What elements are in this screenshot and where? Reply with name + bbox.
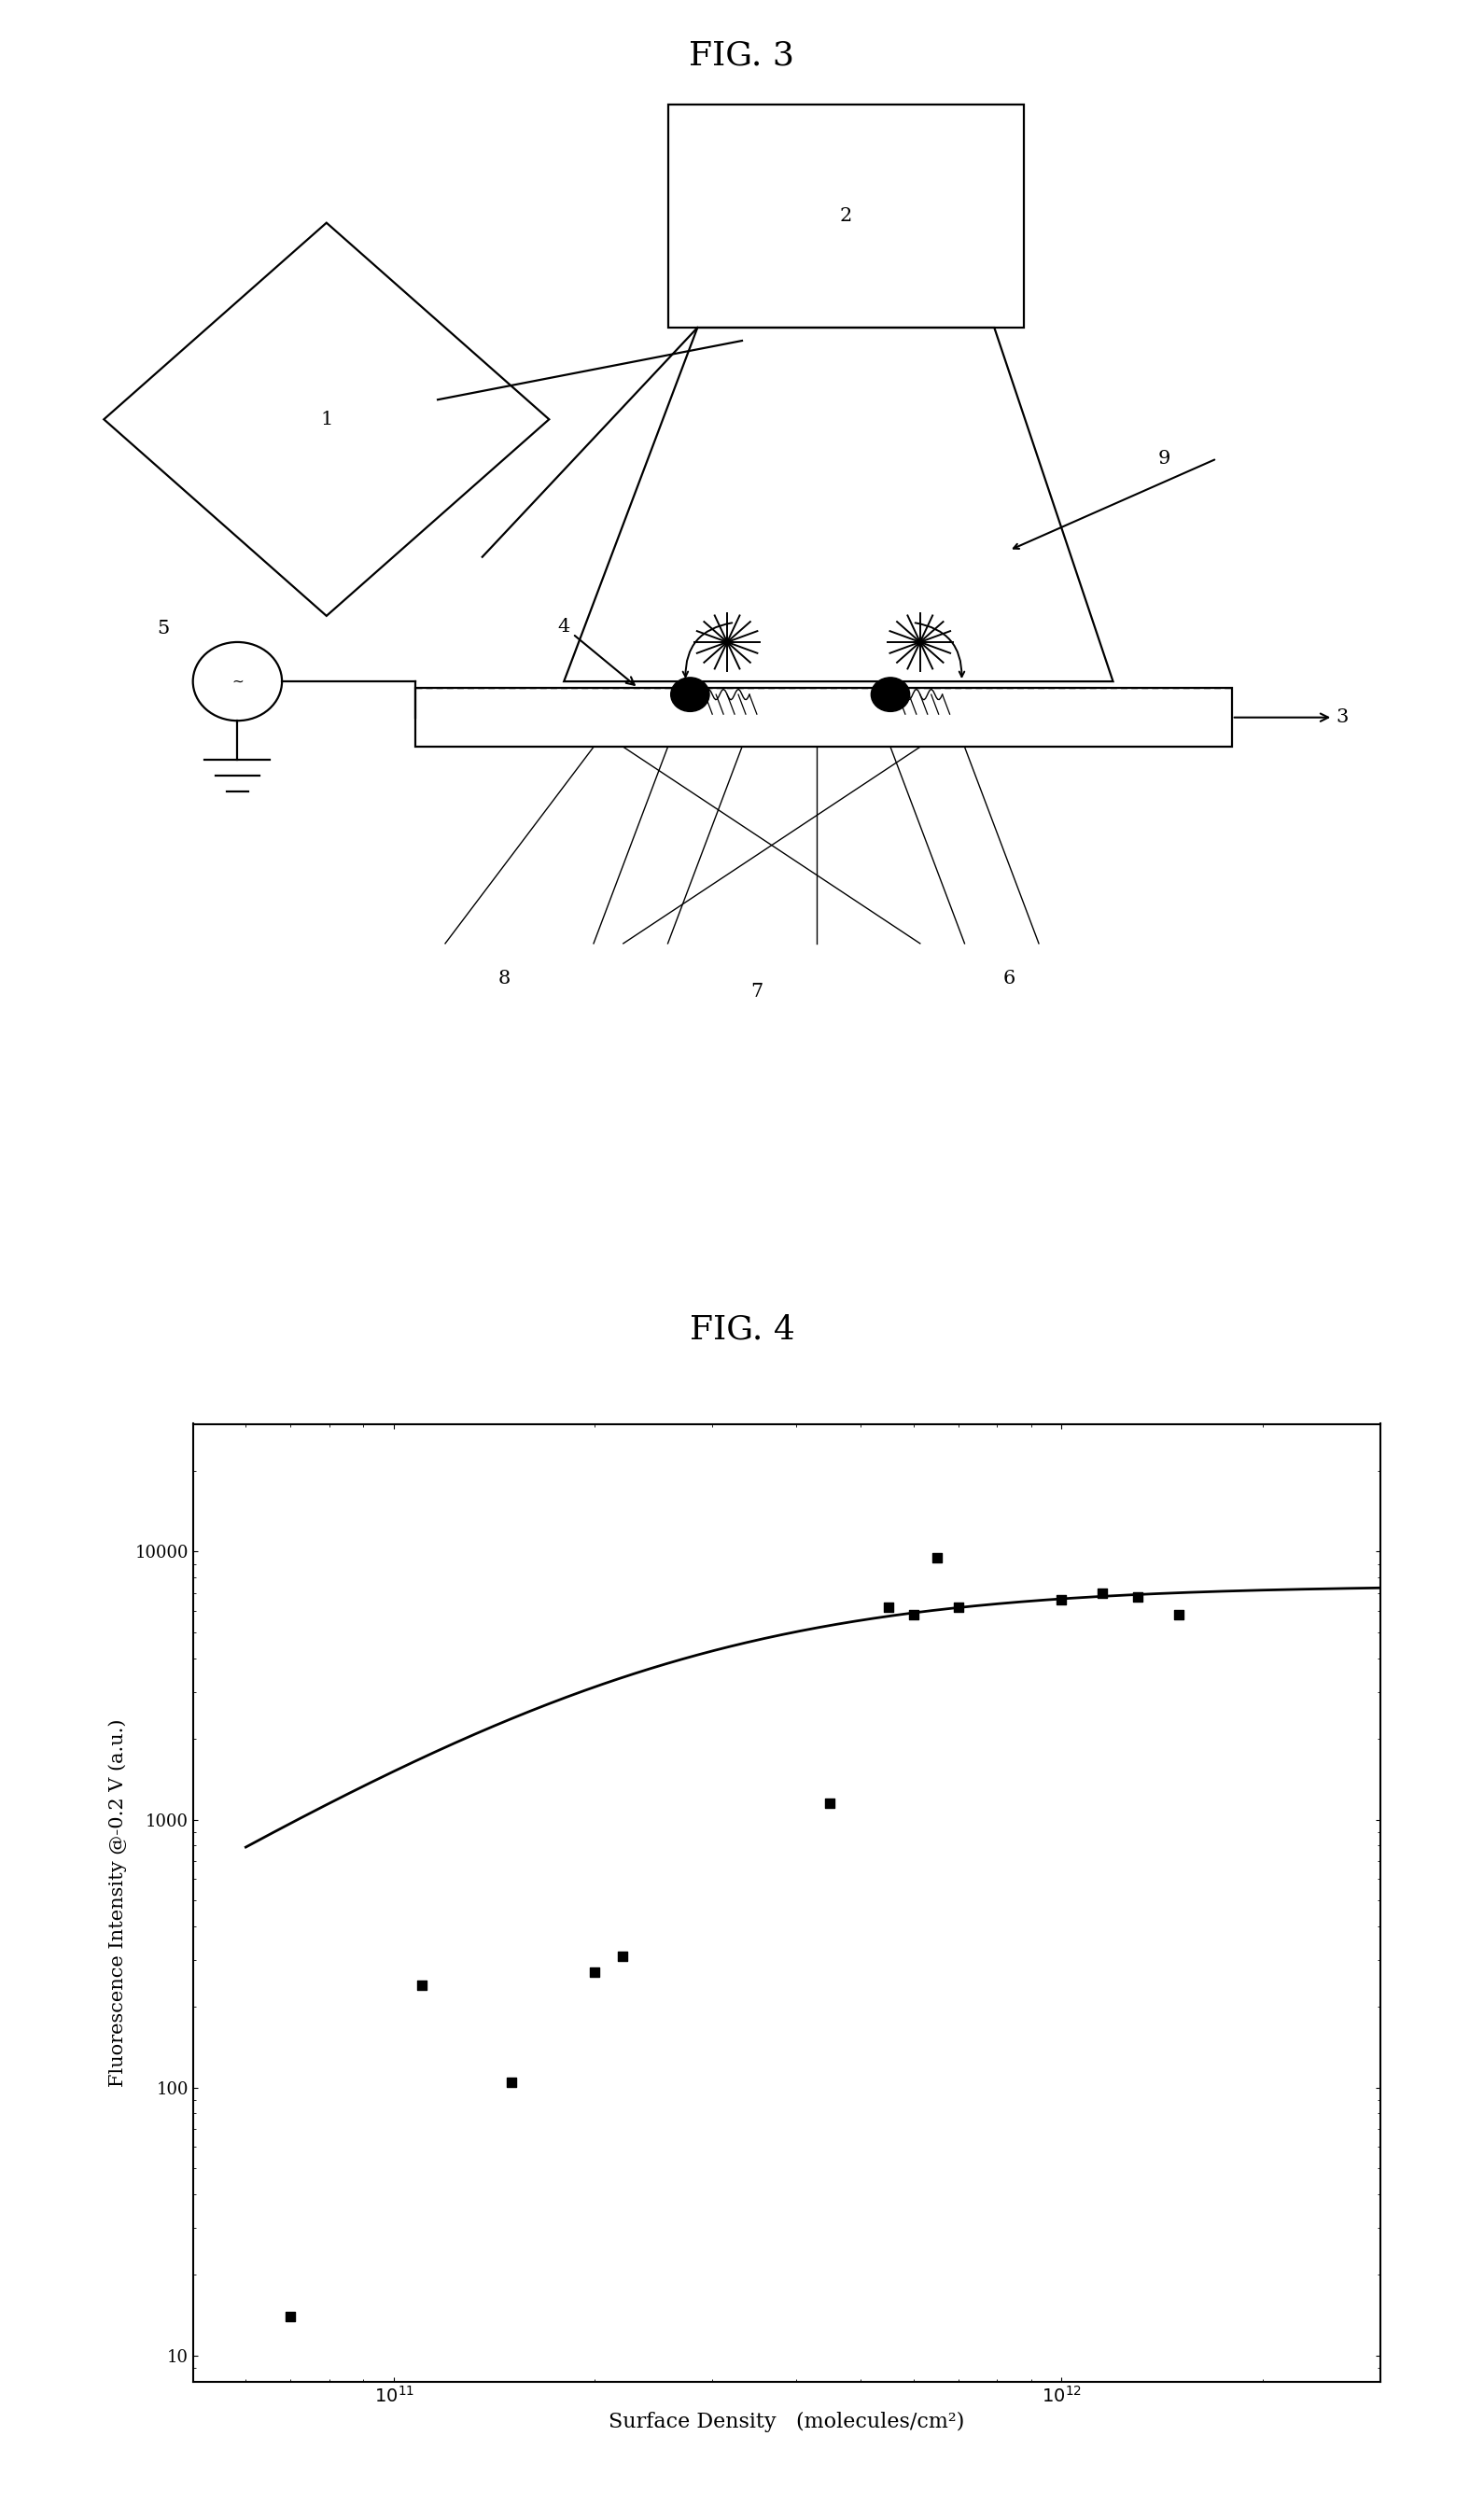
Point	[925, 1537, 948, 1578]
Point	[410, 1966, 433, 2006]
Point	[877, 1588, 901, 1628]
Circle shape	[871, 678, 910, 711]
Text: 8: 8	[499, 970, 510, 988]
Y-axis label: Fluorescence Intensity @-0.2 V (a.u.): Fluorescence Intensity @-0.2 V (a.u.)	[108, 1719, 128, 2087]
Point	[279, 2296, 303, 2336]
Point	[902, 1595, 926, 1635]
Point	[583, 1953, 607, 1993]
Point	[1168, 1595, 1192, 1635]
Text: 7: 7	[751, 983, 763, 1000]
Point	[1126, 1578, 1150, 1618]
Bar	[668, 106, 1024, 328]
Circle shape	[671, 678, 709, 711]
Text: 6: 6	[1003, 970, 1015, 988]
Text: 3: 3	[1235, 708, 1347, 726]
Point	[818, 1784, 841, 1824]
Text: 9: 9	[1158, 449, 1169, 469]
Text: 2: 2	[840, 207, 852, 224]
X-axis label: Surface Density   (molecules/cm²): Surface Density (molecules/cm²)	[608, 2412, 965, 2432]
Point	[1091, 1572, 1114, 1613]
Text: FIG. 3: FIG. 3	[689, 40, 795, 71]
Point	[500, 2061, 524, 2102]
Text: ~: ~	[232, 675, 243, 688]
Point	[1049, 1580, 1073, 1620]
Text: 4: 4	[558, 617, 635, 685]
Text: 1: 1	[321, 411, 332, 428]
Point	[610, 1935, 634, 1976]
Bar	[416, 688, 1232, 746]
Point	[947, 1588, 971, 1628]
Text: 5: 5	[157, 620, 169, 638]
Text: FIG. 4: FIG. 4	[690, 1313, 794, 1346]
